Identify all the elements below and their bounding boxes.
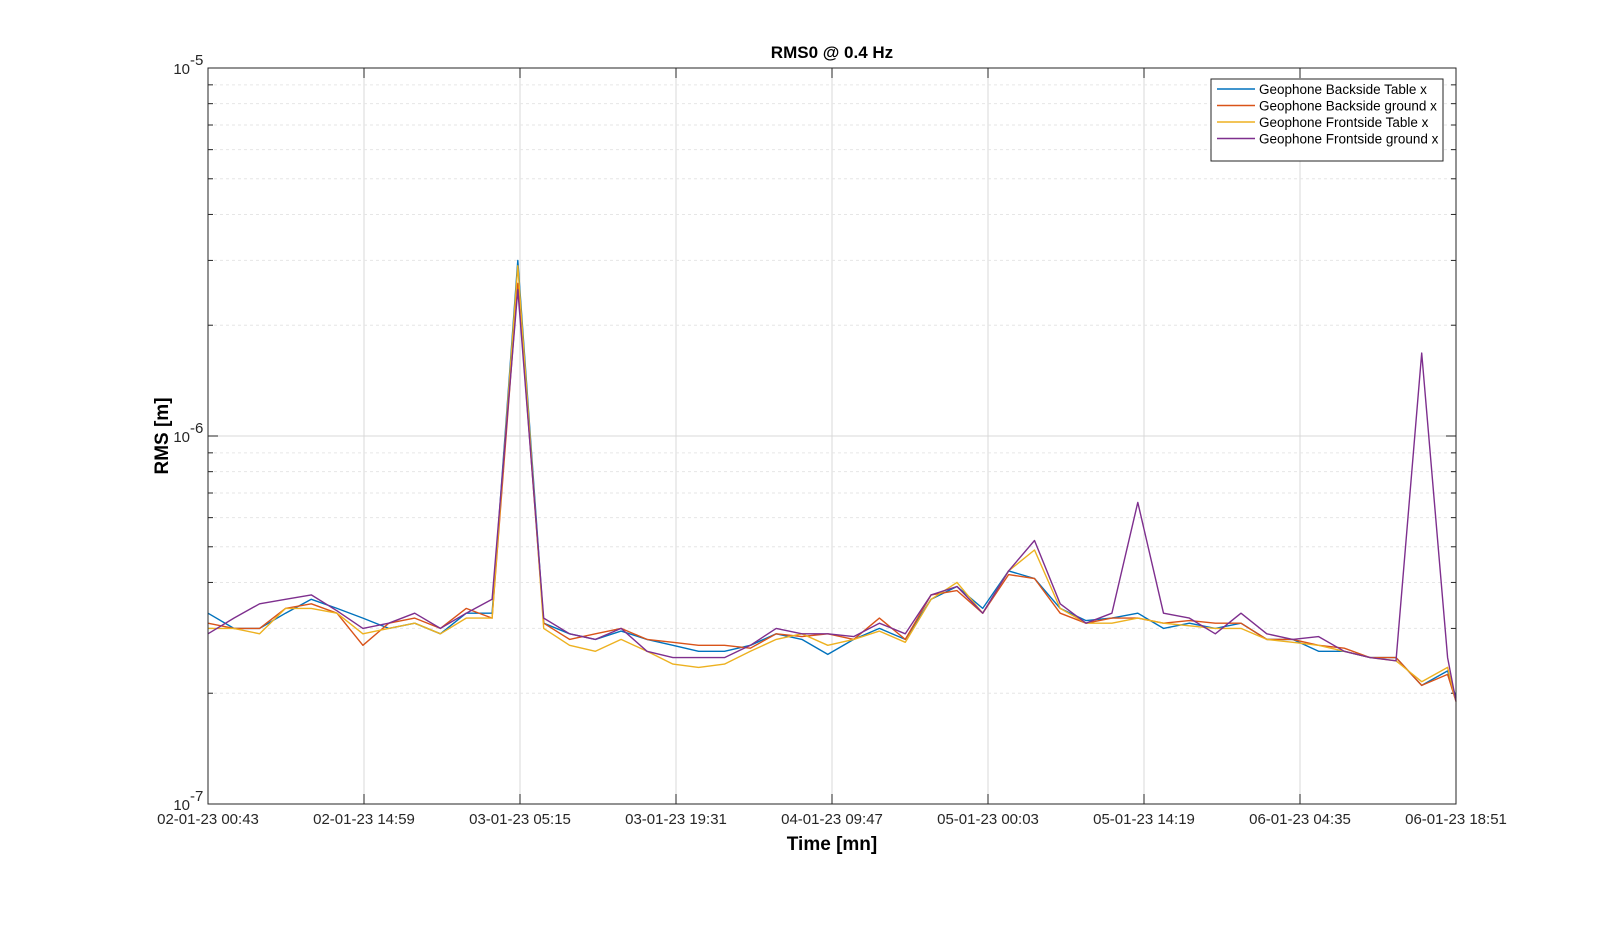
legend: Geophone Backside Table x Geophone Backsi… <box>1210 78 1444 162</box>
y-tick-label-exponent: -6 <box>190 420 203 437</box>
legend-entry: Geophone Backside Table x <box>1217 82 1427 97</box>
x-tick-label: 05-01-23 00:03 <box>937 811 1039 828</box>
y-tick-labels: 10-710-610-5 <box>173 52 203 814</box>
x-tick-label: 06-01-23 18:51 <box>1405 811 1507 828</box>
x-tick-labels: 02-01-23 00:43 02-01-23 14:59 03-01-23 05:… <box>157 811 1507 828</box>
x-tick-label: 04-01-23 09:47 <box>781 811 883 828</box>
legend-label: Geophone Backside Table x <box>1259 82 1427 97</box>
y-tick-label-exponent: -5 <box>190 52 203 69</box>
legend-label: Geophone Backside ground x <box>1259 99 1437 114</box>
x-tick-label: 02-01-23 00:43 <box>157 811 259 828</box>
y-tick-label-base: 10 <box>173 61 190 78</box>
x-tick-label: 05-01-23 14:19 <box>1093 811 1195 828</box>
y-axis-label: RMS [m] <box>152 397 173 474</box>
legend-label: Geophone Frontside Table x <box>1259 115 1429 130</box>
y-tick-label: 10-5 <box>173 52 203 78</box>
legend-entry: Geophone Backside ground x <box>1217 99 1437 114</box>
series-line-2 <box>207 282 1457 702</box>
series-line-3 <box>208 265 1457 702</box>
x-tick-label: 03-01-23 19:31 <box>625 811 727 828</box>
y-tick-label: 10-7 <box>173 788 203 814</box>
y-tick-label-base: 10 <box>173 429 190 446</box>
x-tick-label: 06-01-23 04:35 <box>1249 811 1351 828</box>
legend-label: Geophone Frontside ground x <box>1259 132 1439 147</box>
y-tick-label-base: 10 <box>173 797 190 814</box>
series-layer <box>207 259 1457 702</box>
legend-box <box>1210 78 1444 162</box>
legend-entry: Geophone Frontside ground x <box>1217 132 1439 147</box>
grid-layer <box>207 68 1457 805</box>
chart-title: RMS0 @ 0.4 Hz <box>771 43 893 62</box>
plot-frame <box>207 67 1457 805</box>
series-line-4 <box>207 288 1457 702</box>
x-tick-label: 03-01-23 05:15 <box>469 811 571 828</box>
legend-entry: Geophone Frontside Table x <box>1217 115 1429 130</box>
x-axis-label: Time [mn] <box>787 834 877 855</box>
y-tick-label-exponent: -7 <box>190 788 203 805</box>
x-tick-label: 02-01-23 14:59 <box>313 811 415 828</box>
y-tick-label: 10-6 <box>173 420 203 446</box>
